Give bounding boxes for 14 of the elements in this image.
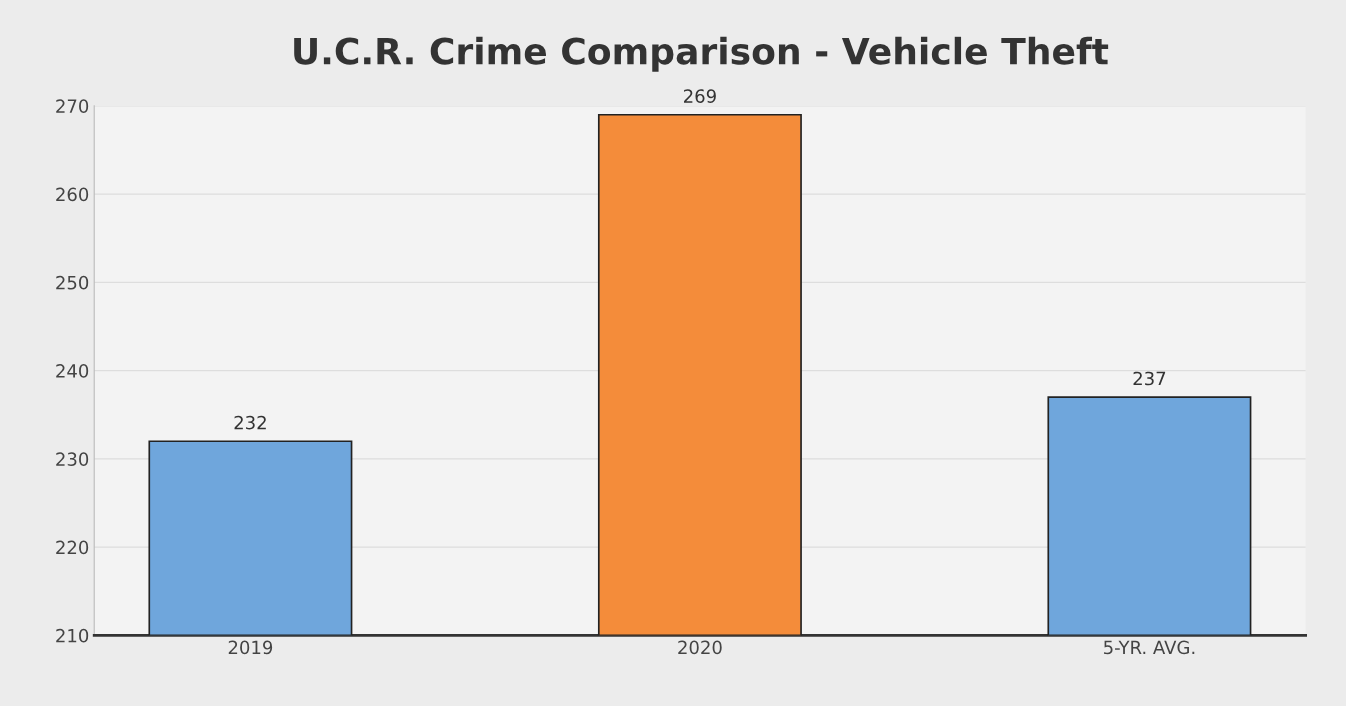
x-tick-label: 2020 bbox=[678, 640, 722, 655]
y-tick-label: 230 bbox=[56, 452, 89, 467]
y-tick-label: 220 bbox=[56, 540, 89, 555]
y-tick-label: 250 bbox=[56, 275, 89, 290]
y-tick-label: 210 bbox=[56, 628, 89, 643]
data-label: 269 bbox=[684, 89, 716, 103]
y-tick-label: 260 bbox=[56, 187, 89, 202]
data-label: 232 bbox=[234, 415, 266, 430]
x-tick-label: 5-YR. AVG. bbox=[1104, 640, 1195, 655]
y-tick-label: 270 bbox=[56, 99, 89, 114]
data-label: 237 bbox=[1133, 371, 1166, 386]
y-tick-label: 240 bbox=[56, 364, 89, 378]
x-tick-label: 2019 bbox=[228, 640, 273, 655]
chart-title: U.C.R. Crime Comparison - Vehicle Theft bbox=[294, 36, 1109, 72]
